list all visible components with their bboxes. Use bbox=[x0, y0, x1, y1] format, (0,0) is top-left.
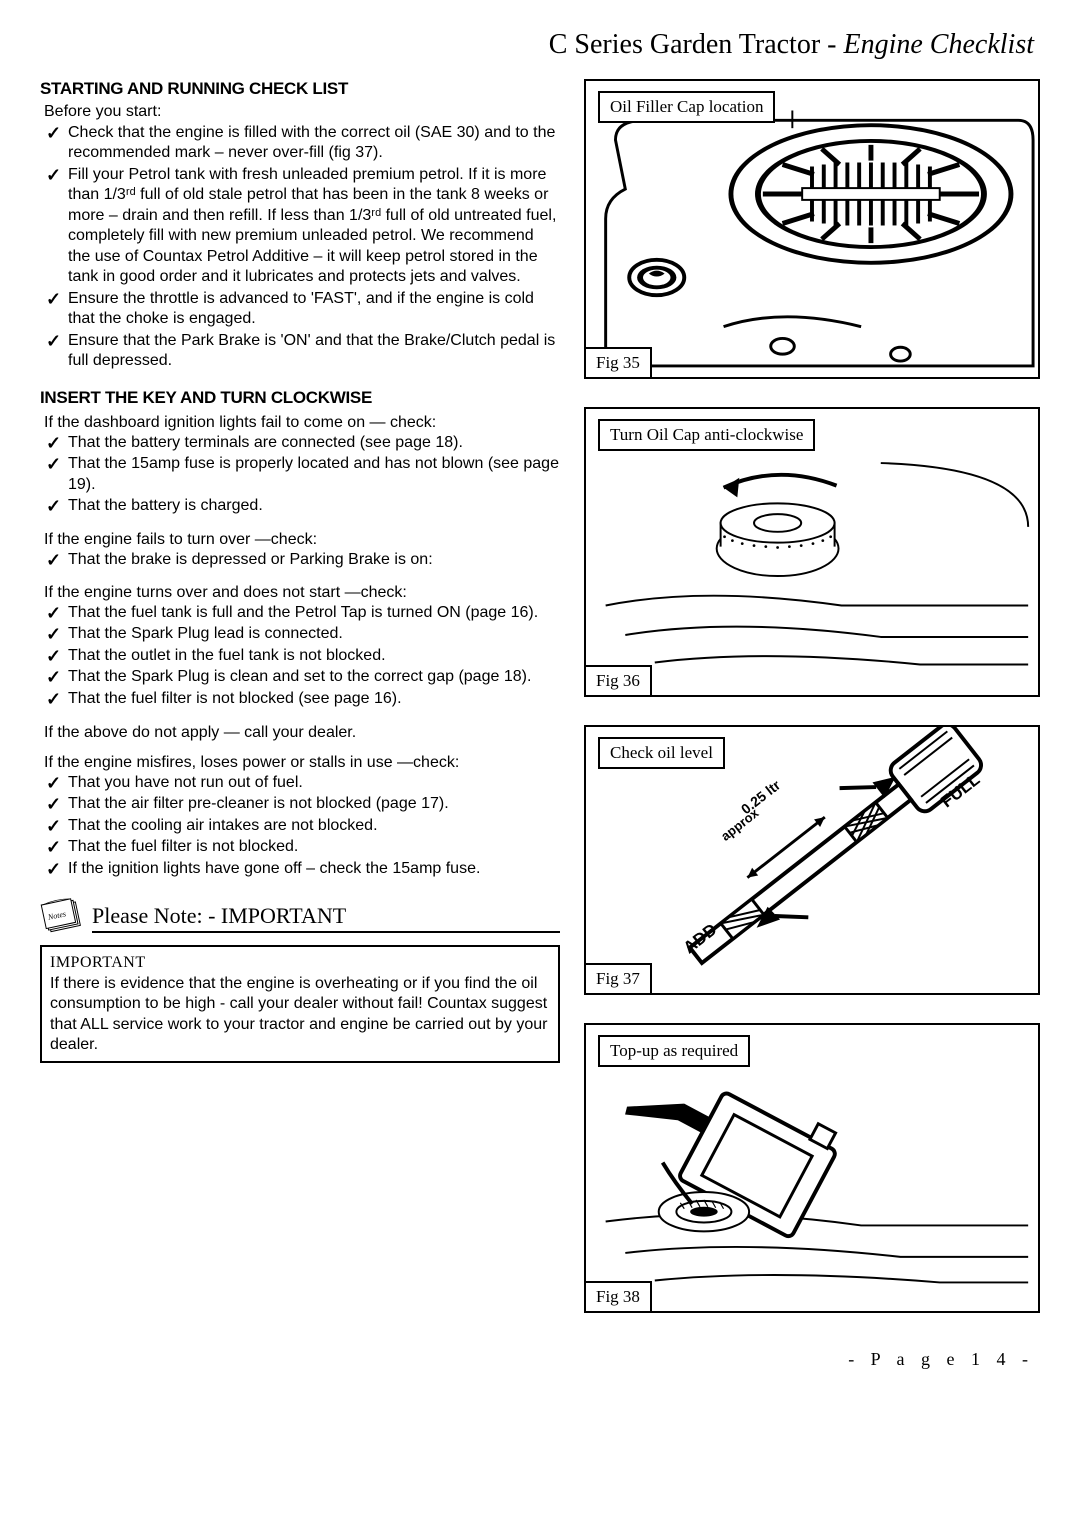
fig35-label: Fig 35 bbox=[584, 347, 652, 379]
fig38-art bbox=[586, 1025, 1038, 1310]
fig35-caption: Oil Filler Cap location bbox=[598, 91, 775, 123]
section1-list: Check that the engine is filled with the… bbox=[40, 123, 560, 372]
fig36-caption: Turn Oil Cap anti-clockwise bbox=[598, 419, 815, 451]
section3-intro: If the engine fails to turn over —check: bbox=[44, 531, 560, 549]
dealer-line: If the above do not apply — call your de… bbox=[44, 723, 556, 743]
list-item: That the Spark Plug lead is connected. bbox=[46, 624, 560, 644]
section2-intro: If the dashboard ignition lights fail to… bbox=[44, 414, 560, 432]
figure-38: Top-up as required bbox=[584, 1023, 1040, 1313]
note-text: If there is evidence that the engine is … bbox=[50, 975, 547, 1053]
list-item: Ensure that the Park Brake is 'ON' and t… bbox=[46, 331, 560, 372]
list-item: Ensure the throttle is advanced to 'FAST… bbox=[46, 289, 560, 330]
section1-intro: Before you start: bbox=[44, 103, 560, 121]
fig36-art bbox=[586, 409, 1038, 694]
list-item: That the outlet in the fuel tank is not … bbox=[46, 646, 560, 666]
right-column: Oil Filler Cap location bbox=[584, 79, 1040, 1341]
list-item: If the ignition lights have gone off – c… bbox=[46, 859, 560, 879]
section4-intro: If the engine turns over and does not st… bbox=[44, 584, 560, 602]
figure-36: Turn Oil Cap anti-clockwise bbox=[584, 407, 1040, 697]
list-item: That the Spark Plug is clean and set to … bbox=[46, 667, 560, 687]
list-item: That the 15amp fuse is properly located … bbox=[46, 454, 560, 495]
list-item: That the battery is charged. bbox=[46, 496, 560, 516]
section1-heading: STARTING AND RUNNING CHECK LIST bbox=[40, 79, 560, 99]
list-item: That the fuel tank is full and the Petro… bbox=[46, 603, 560, 623]
list-item: Fill your Petrol tank with fresh unleade… bbox=[46, 165, 560, 288]
note-title: Please Note: - IMPORTANT bbox=[92, 903, 560, 933]
fig35-art: OIL bbox=[586, 81, 1038, 376]
fig38-caption: Top-up as required bbox=[598, 1035, 750, 1067]
section5-intro: If the engine misfires, loses power or s… bbox=[44, 754, 560, 772]
list-item: That the fuel filter is not blocked. bbox=[46, 837, 560, 857]
page-title: C Series Garden Tractor - Engine Checkli… bbox=[40, 28, 1040, 61]
page-number: - P a g e 1 4 - bbox=[40, 1349, 1040, 1370]
list-item: That the cooling air intakes are not blo… bbox=[46, 816, 560, 836]
title-italic: Engine Checklist bbox=[843, 29, 1034, 60]
list-item: That you have not run out of fuel. bbox=[46, 773, 560, 793]
fig37-label: Fig 37 bbox=[584, 963, 652, 995]
note-header: Notes Please Note: - IMPORTANT bbox=[40, 897, 560, 935]
figure-37: Check oil level bbox=[584, 725, 1040, 995]
section2-heading: INSERT THE KEY AND TURN CLOCKWISE bbox=[40, 388, 560, 408]
notes-icon: Notes bbox=[40, 897, 84, 935]
list-item: That the brake is depressed or Parking B… bbox=[46, 550, 560, 570]
section3-list: That the brake is depressed or Parking B… bbox=[40, 550, 560, 570]
title-plain: C Series Garden Tractor - bbox=[549, 29, 844, 60]
figure-35: Oil Filler Cap location bbox=[584, 79, 1040, 379]
left-column: STARTING AND RUNNING CHECK LIST Before y… bbox=[40, 79, 560, 1341]
fig38-label: Fig 38 bbox=[584, 1281, 652, 1313]
list-item: Check that the engine is filled with the… bbox=[46, 123, 560, 164]
fig37-caption: Check oil level bbox=[598, 737, 725, 769]
fig36-label: Fig 36 bbox=[584, 665, 652, 697]
section2-list: That the battery terminals are connected… bbox=[40, 433, 560, 517]
svg-text:OIL: OIL bbox=[647, 278, 658, 285]
list-item: That the air filter pre-cleaner is not b… bbox=[46, 794, 560, 814]
section4-list: That the fuel tank is full and the Petro… bbox=[40, 603, 560, 709]
list-item: That the fuel filter is not blocked (see… bbox=[46, 689, 560, 709]
note-important: IMPORTANT bbox=[50, 953, 550, 973]
list-item: That the battery terminals are connected… bbox=[46, 433, 560, 453]
section5-list: That you have not run out of fuel. That … bbox=[40, 773, 560, 879]
note-body: IMPORTANT If there is evidence that the … bbox=[40, 945, 560, 1063]
